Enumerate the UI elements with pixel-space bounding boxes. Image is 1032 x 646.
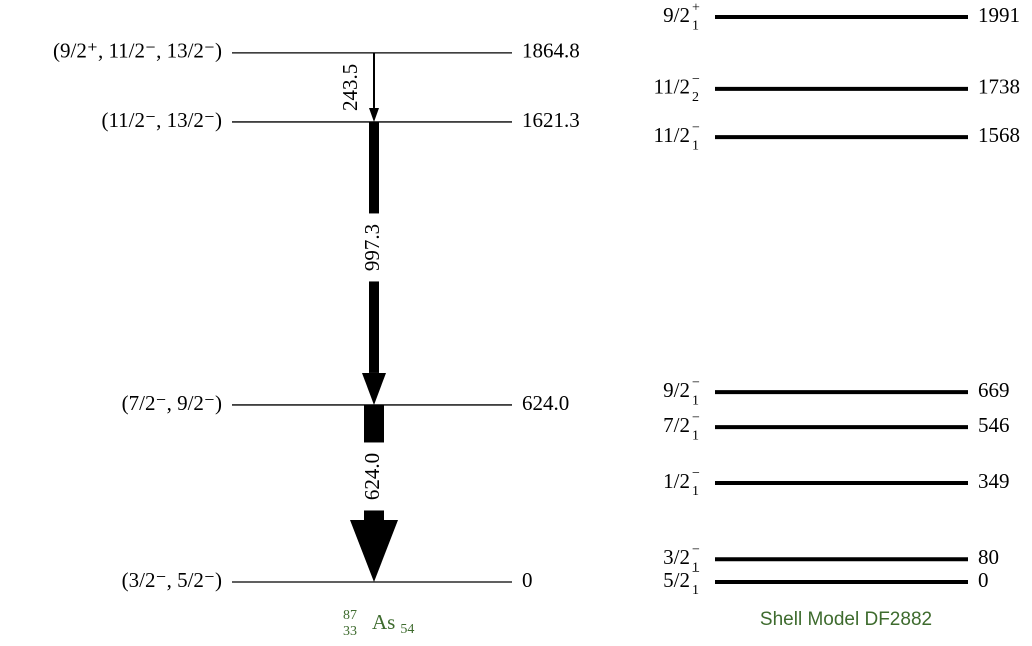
- sm-energy-label: 1991: [978, 3, 1020, 27]
- energy-label: 1864.8: [522, 39, 580, 63]
- gamma-head: [369, 107, 379, 122]
- sm-energy-label: 546: [978, 413, 1010, 437]
- proton-number: 33: [343, 624, 357, 639]
- sm-index: 1: [692, 561, 699, 576]
- sm-j: 11/2: [653, 75, 690, 99]
- sm-index: 1: [692, 18, 699, 33]
- sm-energy-label: 0: [978, 568, 989, 592]
- sm-j: 5/2: [663, 568, 690, 592]
- sm-parity: −: [692, 543, 700, 558]
- nucleus-label: 87 33 As 54: [343, 608, 414, 639]
- sm-index: 1: [692, 428, 699, 443]
- sm-j: 9/2: [663, 378, 690, 402]
- spin-label: (7/2⁻, 9/2⁻): [122, 391, 222, 415]
- sm-parity: −: [692, 565, 700, 580]
- element-symbol: As: [372, 610, 395, 634]
- spin-label: (11/2⁻, 13/2⁻): [101, 108, 222, 132]
- sm-j: 11/2: [653, 123, 690, 147]
- sm-index: 1: [692, 583, 699, 598]
- sm-parity: −: [692, 375, 700, 390]
- gamma-energy: 624.0: [360, 453, 384, 500]
- sm-index: 2: [692, 90, 699, 105]
- sm-parity: −: [692, 410, 700, 425]
- energy-label: 0: [522, 568, 533, 592]
- sm-energy-label: 1568: [978, 123, 1020, 147]
- sm-parity: −: [692, 466, 700, 481]
- sm-energy-label: 80: [978, 545, 999, 569]
- gamma-head: [362, 372, 386, 405]
- label-gap: [363, 442, 385, 511]
- spin-label: (3/2⁻, 5/2⁻): [122, 568, 222, 592]
- sm-j: 7/2: [663, 413, 690, 437]
- sm-energy-label: 1738: [978, 75, 1020, 99]
- sm-j: 3/2: [663, 545, 690, 569]
- sm-energy-label: 669: [978, 378, 1010, 402]
- sm-j: 1/2: [663, 469, 690, 493]
- label-gap: [368, 213, 380, 282]
- sm-parity: +: [692, 0, 700, 15]
- sm-parity: −: [692, 120, 700, 135]
- spin-label: (9/2⁺, 11/2⁻, 13/2⁻): [53, 39, 222, 63]
- gamma-energy: 997.3: [360, 224, 384, 271]
- sm-index: 1: [692, 393, 699, 408]
- shell-model-title: Shell Model DF2882: [760, 609, 932, 630]
- sm-index: 1: [692, 138, 699, 153]
- sm-index: 1: [692, 484, 699, 499]
- energy-label: 1621.3: [522, 108, 580, 132]
- gamma-head: [350, 520, 398, 582]
- gamma-shaft: [373, 52, 375, 108]
- sm-j: 9/2: [663, 3, 690, 27]
- energy-label: 624.0: [522, 391, 569, 415]
- mass-number: 87: [343, 608, 357, 623]
- gamma-energy: 243.5: [338, 64, 362, 111]
- neutron-number: 54: [400, 622, 414, 637]
- sm-energy-label: 349: [978, 469, 1010, 493]
- sm-parity: −: [692, 72, 700, 87]
